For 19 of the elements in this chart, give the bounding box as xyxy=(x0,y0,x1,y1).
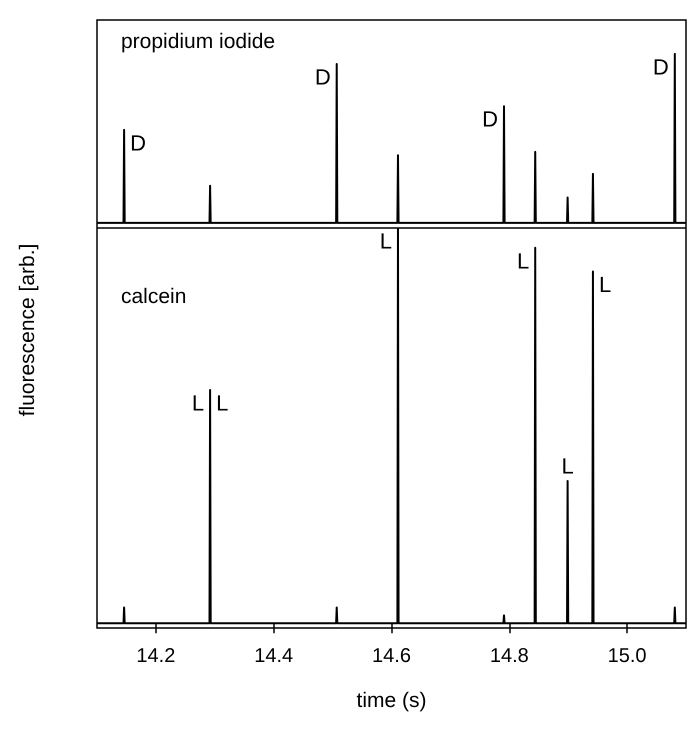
annotation: L xyxy=(516,248,530,274)
annotation: D xyxy=(652,54,669,80)
x-tick-label: 14.2 xyxy=(136,645,176,667)
annotation: D xyxy=(130,130,146,156)
annotation: L xyxy=(598,272,612,297)
x-tick-label: 15.0 xyxy=(608,645,647,667)
x-tick-label: 14.8 xyxy=(490,645,529,667)
x-tick-label: 14.4 xyxy=(254,645,294,667)
x-tick-label: 14.6 xyxy=(372,645,411,667)
y-axis-title: fluorescence [arb.] xyxy=(16,244,40,416)
annotation: L xyxy=(380,228,392,254)
x-axis-title: time (s) xyxy=(356,689,426,712)
annotation: L xyxy=(192,390,204,416)
annotation: L xyxy=(561,453,574,478)
annotation: D xyxy=(482,106,498,132)
annotation: D xyxy=(314,64,331,90)
annotation: L xyxy=(216,390,228,416)
text: calcein xyxy=(121,285,186,308)
chart-title: propidium iodide xyxy=(121,30,276,53)
